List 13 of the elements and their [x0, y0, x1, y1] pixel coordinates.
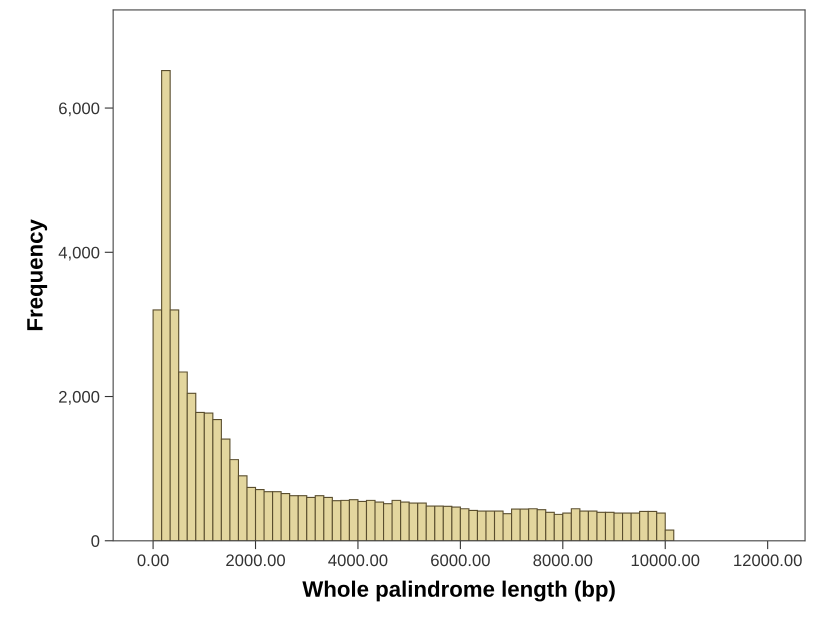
y-tick-label: 2,000 [59, 390, 100, 405]
x-tick-label: 12000.00 [734, 554, 802, 566]
x-tick-label: 4000.00 [328, 554, 388, 566]
y-axis-title: Frequency [27, 219, 48, 330]
x-axis-title: Whole palindrome length (bp) [302, 580, 615, 602]
y-tick-label: 4,000 [58, 246, 100, 260]
x-tick-label: 10000.00 [632, 554, 700, 566]
y-tick-label: 0 [91, 535, 100, 547]
x-tick-label: 8000.00 [533, 554, 592, 566]
x-tick-label: 2000.00 [226, 554, 285, 566]
y-tick-label: 6,000 [59, 102, 100, 116]
x-tick-label: 6000.00 [431, 554, 490, 566]
x-tick-label: 0.00 [138, 554, 169, 566]
